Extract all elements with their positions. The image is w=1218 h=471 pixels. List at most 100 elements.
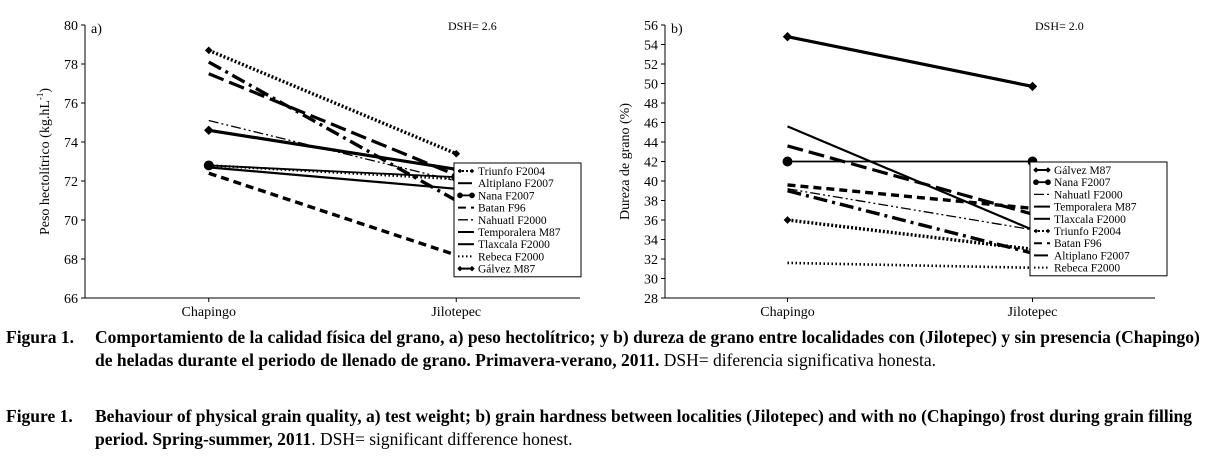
panel-a-series-point (204, 125, 214, 136)
caption-spanish-body: Comportamiento de la calidad física del … (95, 326, 1213, 372)
panel-a-y-axis-label-end: ) (38, 88, 53, 93)
panel-b-series-line (787, 188, 1033, 231)
panel-b-series-point (782, 156, 793, 167)
panel-b-dsh-annotation: DSH= 2.0 (1035, 19, 1084, 33)
panel-a-legend-label: Rebeca F2000 (478, 251, 544, 263)
panel-b-series (787, 183, 1033, 210)
panel-b-y-tick-label: 28 (644, 292, 658, 307)
panel-b-legend-label: Nana F2007 (1054, 177, 1111, 189)
panel-b-legend-label: Gálvez M87 (1054, 165, 1111, 177)
panel-b-y-axis-label: Dureza de grano (%) (618, 103, 633, 220)
panel-b-series (783, 216, 1037, 254)
panel-b-series-line (787, 261, 1033, 270)
chart-panel-a: 66 68 70 72 74 76 78 80 Chapingo Jilotepec Peso he… (35, 19, 582, 320)
panel-a-series-line (208, 164, 457, 181)
caption-english-body: Behaviour of physical grain quality, a) … (95, 405, 1213, 451)
panel-a-legend-box (453, 162, 582, 278)
panel-b-legend-label: Triunfo F2004 (1054, 226, 1121, 238)
panel-a-series (204, 46, 461, 158)
panel-a-legend-marker (469, 192, 475, 199)
panel-a-y-tick-label: 78 (64, 58, 78, 73)
panel-a-legend-label: Altiplano F2007 (478, 178, 554, 190)
panel-b-series-line (787, 183, 1033, 210)
panel-b-y-tick-label: 44 (644, 136, 658, 151)
panel-a-y-tick-label: 72 (64, 175, 78, 190)
panel-b-legend-label: Batan F96 (1054, 238, 1102, 250)
panel-b-series-point (1027, 81, 1038, 92)
panel-a-series-line (208, 72, 457, 177)
panel-a-legend-label: Temporalera M87 (478, 227, 561, 239)
panel-b-legend-label: Altiplano F2007 (1054, 250, 1130, 262)
panel-b-legend-box (1029, 161, 1168, 277)
panel-a-series-line (208, 48, 457, 156)
panel-b-series-line (787, 144, 1033, 216)
caption-spanish-normal: DSH= diferencia significativa honesta. (659, 350, 937, 370)
panel-a-y-tick-label: 76 (64, 97, 78, 112)
panel-a-series (208, 164, 457, 181)
caption-english-normal: . DSH= significant difference honest. (311, 429, 573, 449)
panel-a-y-tick-label: 66 (64, 292, 78, 307)
panel-a-y-tick-label: 68 (64, 253, 78, 268)
caption-spanish-bold: Comportamiento de la calidad física del … (95, 327, 1200, 370)
panel-a-series-line (208, 171, 457, 257)
panel-b-y-tick-label: 34 (644, 234, 658, 249)
panel-b-legend-marker (1045, 179, 1051, 186)
panel-b-legend-marker (1033, 167, 1039, 173)
panel-a-legend-label: Nahuatl F2000 (478, 215, 547, 227)
panel-b-legend-label: Temporalera M87 (1054, 202, 1137, 214)
panel-b-series-line (787, 35, 1033, 88)
panel-b-y-tick-label: 38 (644, 195, 658, 210)
panel-a-legend-marker (469, 265, 475, 272)
panel-b-legend-label: Nahuatl F2000 (1054, 189, 1123, 201)
panel-a-legend-marker (457, 168, 463, 174)
panel-a-legend-marker (457, 192, 463, 199)
panel-b-y-tick-label: 30 (644, 273, 658, 288)
panel-a-y-tick-label: 80 (64, 19, 78, 34)
panel-b-y-tick-label: 32 (644, 253, 658, 268)
panel-b-y-tick-label: 42 (644, 156, 658, 171)
panel-a-y-axis-label-sup: -1 (35, 93, 45, 101)
panel-a-series-line (208, 119, 457, 182)
panel-a-legend-label: Batan F96 (478, 203, 526, 215)
panel-a-x-tick-label: Chapingo (182, 305, 236, 320)
panel-b-legend-marker (1045, 167, 1051, 173)
panel-b-series (787, 125, 1033, 231)
panel-a-legend-label: Triunfo F2004 (478, 166, 545, 178)
panel-a-legend-marker (457, 265, 463, 272)
panel-a-label: a) (91, 22, 102, 37)
panel-b-series (787, 144, 1033, 216)
panel-b-legend-marker (1033, 228, 1039, 234)
panel-b-series (787, 188, 1033, 231)
caption-english-bold: Behaviour of physical grain quality, a) … (95, 406, 1193, 449)
panel-b-legend-marker (1033, 179, 1039, 186)
panel-b-y-tick-label: 48 (644, 97, 658, 112)
panel-a-legend-label: Gálvez M87 (478, 264, 535, 276)
panel-b-y-tick-label: 46 (644, 117, 658, 132)
panel-a-series (208, 166, 457, 190)
panel-b-y-tick-label: 54 (644, 39, 658, 54)
panel-a-y-axis-label-main: Peso hectolítrico (kg.hL (38, 100, 53, 235)
panel-b-series-point (782, 31, 793, 42)
panel-a-series-line (208, 166, 457, 190)
panel-b-legend-label: Tlaxcala F2000 (1054, 214, 1126, 226)
panel-a-series-line (207, 60, 458, 202)
panel-b-series (787, 189, 1033, 255)
panel-a-series-point (204, 46, 213, 55)
panel-b-legend-marker (1045, 228, 1051, 234)
panel-b-y-tick-label: 40 (644, 175, 658, 190)
panel-a-series-point (452, 149, 461, 158)
panel-b-series-point (783, 216, 792, 224)
panel-a-legend-marker (469, 168, 475, 174)
panel-a-x-tick-label: Jilotepec (431, 305, 481, 320)
caption-english-lead: Figure 1. (6, 406, 73, 426)
panel-a-series (208, 171, 457, 257)
panel-b-series-line (787, 189, 1033, 255)
panel-a-legend-label: Nana F2007 (478, 190, 535, 202)
panel-b-y-tick-label: 56 (644, 19, 658, 34)
panel-b-y-tick-label: 36 (644, 214, 658, 229)
panel-b-series (787, 261, 1033, 270)
panel-a-y-tick-label: 74 (64, 136, 78, 151)
panel-b-series-line (787, 125, 1033, 231)
